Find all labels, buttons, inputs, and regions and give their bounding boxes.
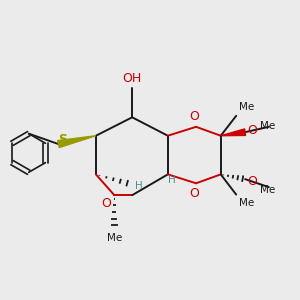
Text: Me: Me [107, 233, 122, 243]
Text: H: H [168, 175, 176, 185]
Text: Me: Me [260, 121, 275, 131]
Text: H: H [134, 181, 142, 191]
Text: Me: Me [239, 102, 254, 112]
Polygon shape [221, 129, 246, 136]
Text: Me: Me [239, 198, 254, 208]
Text: O: O [190, 110, 200, 123]
Text: OH: OH [122, 72, 142, 85]
Text: Me: Me [260, 184, 275, 194]
Text: O: O [190, 188, 200, 200]
Text: O: O [248, 124, 257, 137]
Polygon shape [58, 136, 96, 148]
Text: O: O [248, 175, 257, 188]
Text: O: O [101, 197, 111, 210]
Text: S: S [58, 133, 68, 146]
